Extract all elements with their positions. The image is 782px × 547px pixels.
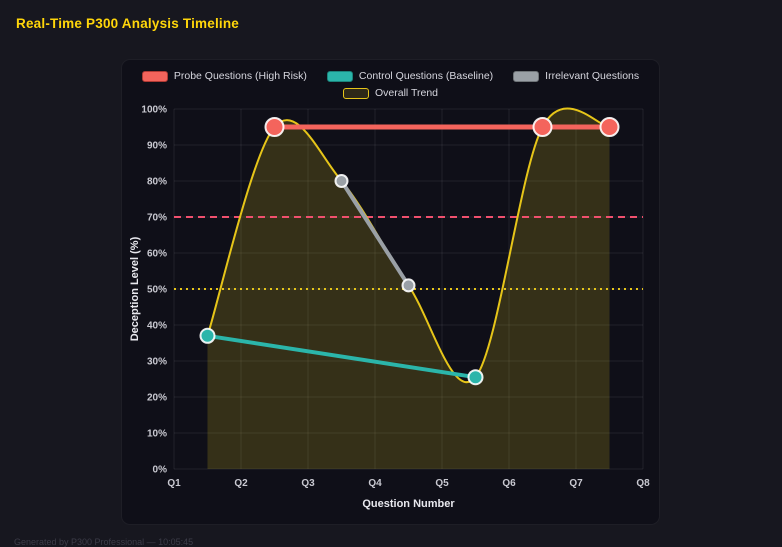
timeline-chart[interactable]: 0% 10% 20% 30% 40% 50% 60% 70% 80% 90% 100% Q1 Q2 Q3 Q… [122, 101, 659, 520]
svg-text:70%: 70% [147, 213, 167, 224]
legend-swatch-icon [141, 70, 168, 82]
svg-text:80%: 80% [147, 177, 167, 188]
svg-text:Q6: Q6 [502, 478, 516, 489]
svg-text:Question Number: Question Number [362, 498, 455, 510]
legend-item-overall-trend[interactable]: Overall Trend [342, 87, 439, 99]
legend-label: Control Questions (Baseline) [358, 70, 494, 82]
legend-label: Probe Questions (High Risk) [173, 70, 307, 82]
chart-svg[interactable]: 0% 10% 20% 30% 40% 50% 60% 70% 80% 90% 100% Q1 Q2 Q3 Q… [122, 101, 659, 515]
svg-text:Q1: Q1 [167, 478, 181, 489]
legend-row-1: Probe Questions (High Risk) Control Quest… [141, 70, 639, 82]
svg-text:50%: 50% [147, 285, 167, 296]
svg-text:Q7: Q7 [569, 478, 583, 489]
svg-text:Deception Level (%): Deception Level (%) [129, 236, 141, 341]
legend-item-control-questions-baseline[interactable]: Control Questions (Baseline) [326, 70, 494, 82]
chart-legend: Probe Questions (High Risk) Control Quest… [122, 60, 659, 99]
page-footer: Generated by P300 Professional — 10:05:4… [14, 537, 194, 547]
svg-text:Q2: Q2 [234, 478, 248, 489]
svg-text:100%: 100% [141, 105, 167, 116]
svg-text:Q3: Q3 [301, 478, 315, 489]
legend-label: Overall Trend [374, 87, 439, 99]
page-title: Real-Time P300 Analysis Timeline [16, 16, 240, 31]
svg-text:40%: 40% [147, 321, 167, 332]
svg-text:Q5: Q5 [435, 478, 449, 489]
legend-row-2: Overall Trend [342, 87, 439, 99]
svg-text:90%: 90% [147, 141, 167, 152]
legend-label: Irrelevant Questions [545, 70, 640, 82]
svg-text:0%: 0% [153, 465, 168, 476]
legend-item-irrelevant-questions[interactable]: Irrelevant Questions [513, 70, 639, 82]
svg-text:20%: 20% [147, 393, 167, 404]
legend-swatch-icon [513, 70, 540, 82]
svg-text:Q8: Q8 [636, 478, 650, 489]
chart-panel: Probe Questions (High Risk) Control Quest… [122, 60, 659, 524]
svg-text:Q4: Q4 [368, 478, 382, 489]
legend-swatch-icon [326, 70, 353, 82]
svg-text:30%: 30% [147, 357, 167, 368]
svg-text:60%: 60% [147, 249, 167, 260]
svg-text:10%: 10% [147, 429, 167, 440]
legend-swatch-icon [342, 87, 369, 99]
legend-item-probe-questions-high-risk[interactable]: Probe Questions (High Risk) [141, 70, 307, 82]
